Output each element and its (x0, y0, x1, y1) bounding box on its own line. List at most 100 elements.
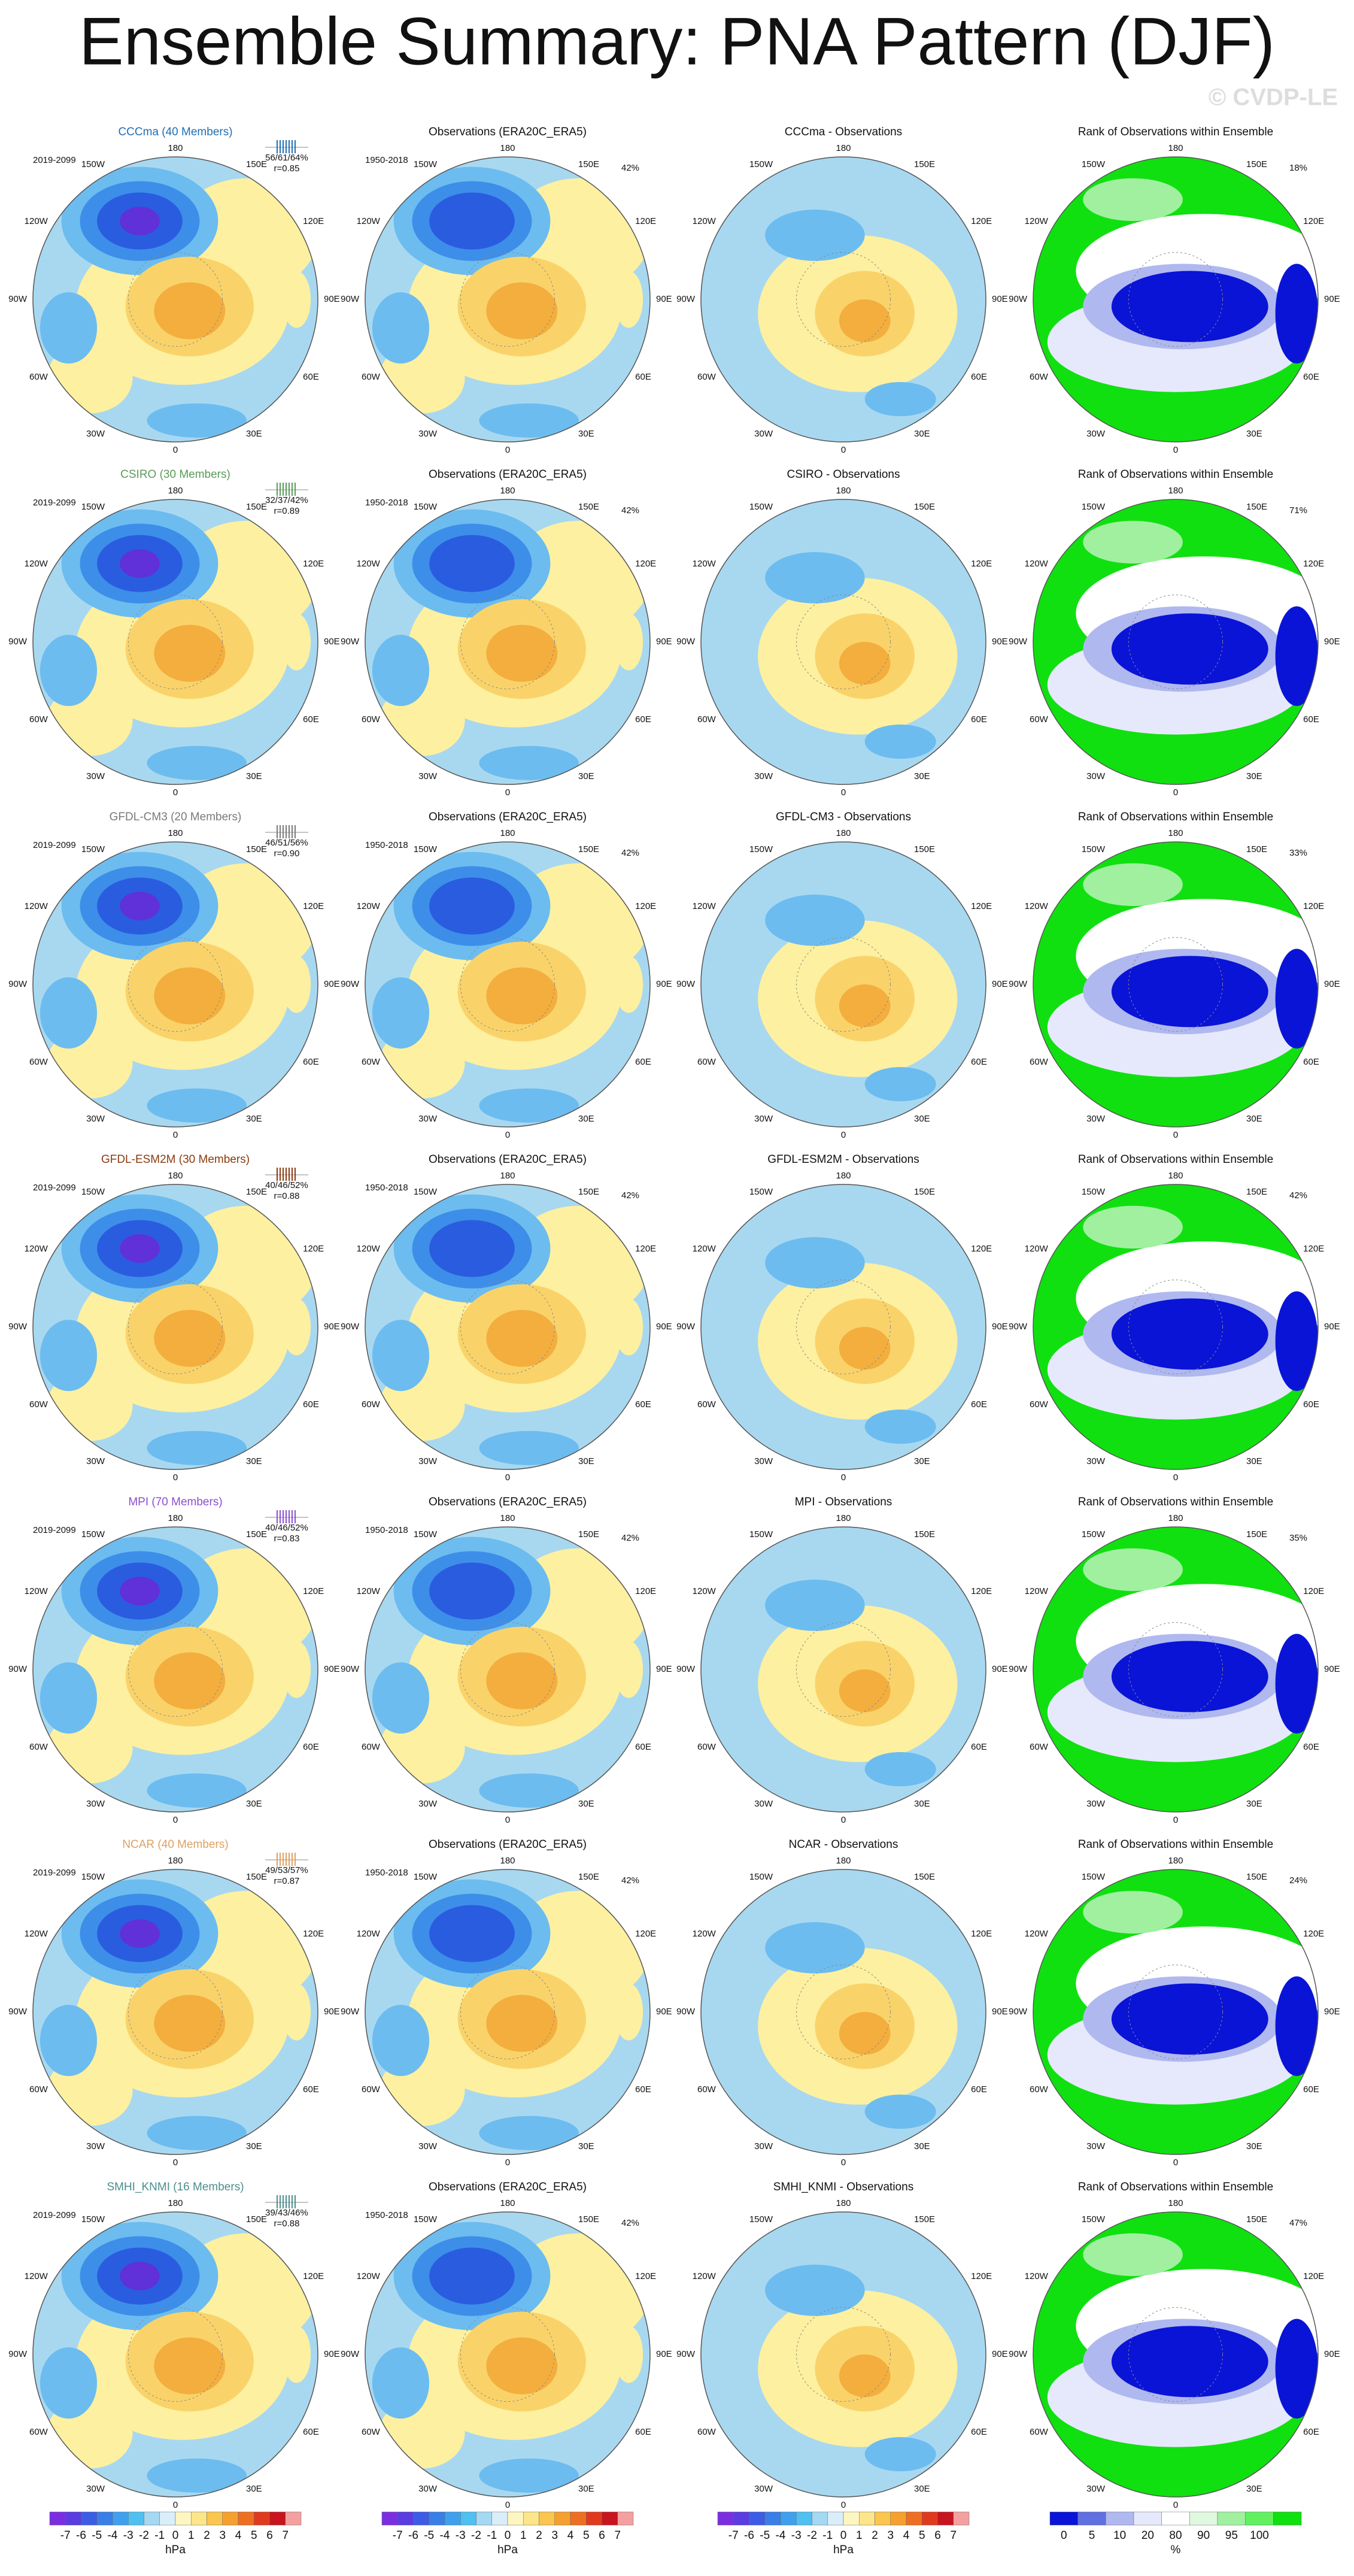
latitude-circle (796, 1964, 891, 2060)
colorbar-unit: % (1171, 2544, 1181, 2556)
colorbar-tick-label: 5 (583, 2529, 590, 2542)
obs-period: 1950-2018 (365, 2210, 408, 2220)
map-border (1033, 499, 1319, 785)
longitude-label: 150W (749, 159, 773, 169)
map-field (1111, 2326, 1268, 2398)
longitude-label: 30E (914, 771, 930, 781)
diff-title: GFDL-CM3 - Observations (776, 811, 911, 823)
diff-title: MPI - Observations (795, 1496, 892, 1508)
obs-title: Observations (ERA20C_ERA5) (429, 1838, 587, 1851)
longitude-label: 150E (1246, 1529, 1267, 1539)
longitude-label: 60E (971, 714, 987, 725)
longitude-label: 120E (971, 1929, 992, 1939)
colorbar-tick-label: 5 (1089, 2529, 1095, 2542)
longitude-label: 90W (341, 637, 360, 647)
longitude-label: 0 (841, 787, 846, 798)
longitude-label: 120E (635, 1244, 656, 1254)
longitude-label: 90W (1009, 637, 1028, 647)
colorbar-swatch (254, 2511, 270, 2526)
map-field (147, 1773, 247, 1808)
map (701, 1527, 986, 1812)
longitude-label: 90E (992, 2007, 1008, 2017)
longitude-label: 30E (578, 1114, 594, 1124)
colorbar-tick-label: -4 (776, 2529, 786, 2542)
longitude-label: 30E (246, 2484, 262, 2494)
colorbar-swatch (827, 2511, 844, 2526)
longitude-label: 180 (168, 143, 183, 153)
longitude-label: 90E (992, 1322, 1008, 1332)
longitude-label: 60E (635, 1057, 651, 1067)
colorbar-tick-label: -7 (60, 2529, 71, 2542)
map-field (1275, 1634, 1318, 1734)
longitude-label: 150W (1082, 1187, 1106, 1197)
map-field (372, 292, 430, 364)
map-field (40, 2005, 98, 2077)
longitude-label: 30W (754, 1114, 773, 1124)
longitude-label: 60E (1303, 1742, 1319, 1752)
map-border (700, 1184, 986, 1470)
longitude-label: 150W (414, 1529, 438, 1539)
colorbar-swatch (413, 2511, 429, 2526)
map (701, 157, 986, 442)
map-border (700, 2211, 986, 2498)
colorbar-swatch (507, 2511, 524, 2526)
longitude-label: 90E (1324, 2007, 1340, 2017)
colorbar-swatch (812, 2511, 828, 2526)
colorbar-tick-label: -4 (108, 2529, 118, 2542)
map-field (486, 1652, 558, 1710)
colorbar-swatch (238, 2511, 254, 2526)
pattern-stats: 40/46/52% (265, 1523, 308, 1533)
colorbar-swatch (429, 2511, 445, 2526)
map-border (365, 499, 651, 785)
model-title: CCCma (40 Members) (118, 126, 232, 138)
longitude-label: 120E (971, 1586, 992, 1596)
map-field (839, 642, 891, 685)
colorbar-swatch (476, 2511, 492, 2526)
longitude-label: 120W (1025, 1586, 1049, 1596)
longitude-label: 150W (749, 2214, 773, 2225)
longitude-label: 0 (173, 2157, 178, 2168)
colorbar-swatch (843, 2511, 860, 2526)
pattern-stats: 56/61/64% (265, 153, 308, 163)
map (365, 499, 650, 784)
latitude-circle (460, 1964, 555, 2060)
map-field (282, 1641, 311, 1698)
colorbar-tick-label: -3 (123, 2529, 133, 2542)
longitude-label: 120W (1025, 1244, 1049, 1254)
colorbar-swatch (222, 2511, 239, 2526)
colorbar-swatch (96, 2511, 113, 2526)
period: 2019-2099 (33, 155, 76, 165)
map-field (282, 956, 311, 1013)
longitude-label: 60E (635, 1399, 651, 1410)
longitude-label: 150E (914, 1529, 935, 1539)
map-border (700, 156, 986, 443)
longitude-label: 60E (635, 714, 651, 725)
longitude-label: 180 (836, 828, 851, 838)
longitude-label: 120E (635, 2271, 656, 2281)
latitude-circle (796, 594, 891, 690)
map-border (700, 841, 986, 1128)
latitude-circle (796, 251, 891, 347)
map-border (365, 1869, 651, 2155)
map-field (1083, 520, 1183, 564)
longitude-label: 60W (1030, 1399, 1049, 1410)
longitude-label: 60E (1303, 1057, 1319, 1067)
latitude-circle (796, 1279, 891, 1375)
map-field (479, 1431, 579, 1465)
period: 2019-2099 (33, 1868, 76, 1878)
longitude-label: 120W (25, 1586, 48, 1596)
longitude-label: 30W (1086, 1456, 1106, 1466)
period: 2019-2099 (33, 1183, 76, 1193)
obs-title: Observations (ERA20C_ERA5) (429, 811, 587, 823)
longitude-label: 60E (635, 1742, 651, 1752)
colorbar-tick-label: -3 (456, 2529, 466, 2542)
longitude-label: 60W (29, 2084, 48, 2095)
longitude-label: 120E (1303, 2271, 1324, 2281)
longitude-label: 180 (836, 1513, 851, 1523)
pattern-correlation: r=0.88 (274, 1191, 300, 1201)
longitude-label: 0 (1173, 445, 1178, 455)
longitude-label: 60W (697, 714, 717, 725)
map-field (1111, 1298, 1268, 1370)
map-field (614, 271, 643, 328)
